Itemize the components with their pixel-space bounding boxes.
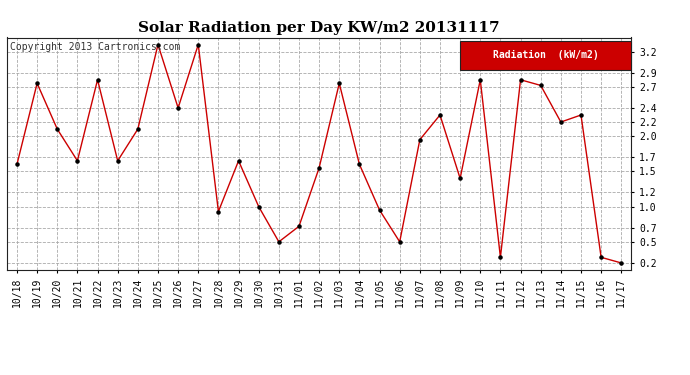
Title: Solar Radiation per Day KW/m2 20131117: Solar Radiation per Day KW/m2 20131117: [138, 21, 500, 35]
Point: [273, 239, 284, 245]
Point: [475, 77, 486, 83]
Point: [495, 254, 506, 260]
Point: [595, 254, 607, 260]
Text: Radiation  (kW/m2): Radiation (kW/m2): [493, 50, 599, 60]
Point: [172, 105, 184, 111]
Text: Copyright 2013 Cartronics.com: Copyright 2013 Cartronics.com: [10, 42, 180, 52]
Point: [72, 158, 83, 164]
Point: [354, 161, 365, 167]
Point: [555, 119, 566, 125]
Point: [12, 161, 23, 167]
Point: [575, 112, 586, 118]
Point: [535, 82, 546, 88]
Point: [193, 42, 204, 48]
Point: [334, 80, 345, 86]
Point: [92, 77, 103, 83]
FancyBboxPatch shape: [460, 41, 631, 70]
Point: [52, 126, 63, 132]
Point: [253, 204, 264, 210]
Point: [314, 165, 325, 171]
Point: [414, 136, 425, 142]
Point: [615, 260, 627, 266]
Point: [515, 77, 526, 83]
Point: [293, 224, 304, 230]
Point: [152, 42, 164, 48]
Point: [213, 209, 224, 214]
Point: [455, 176, 466, 181]
Point: [112, 158, 124, 164]
Point: [233, 158, 244, 164]
Point: [32, 80, 43, 86]
Point: [435, 112, 446, 118]
Point: [394, 239, 405, 245]
Point: [374, 207, 385, 213]
Point: [132, 126, 144, 132]
